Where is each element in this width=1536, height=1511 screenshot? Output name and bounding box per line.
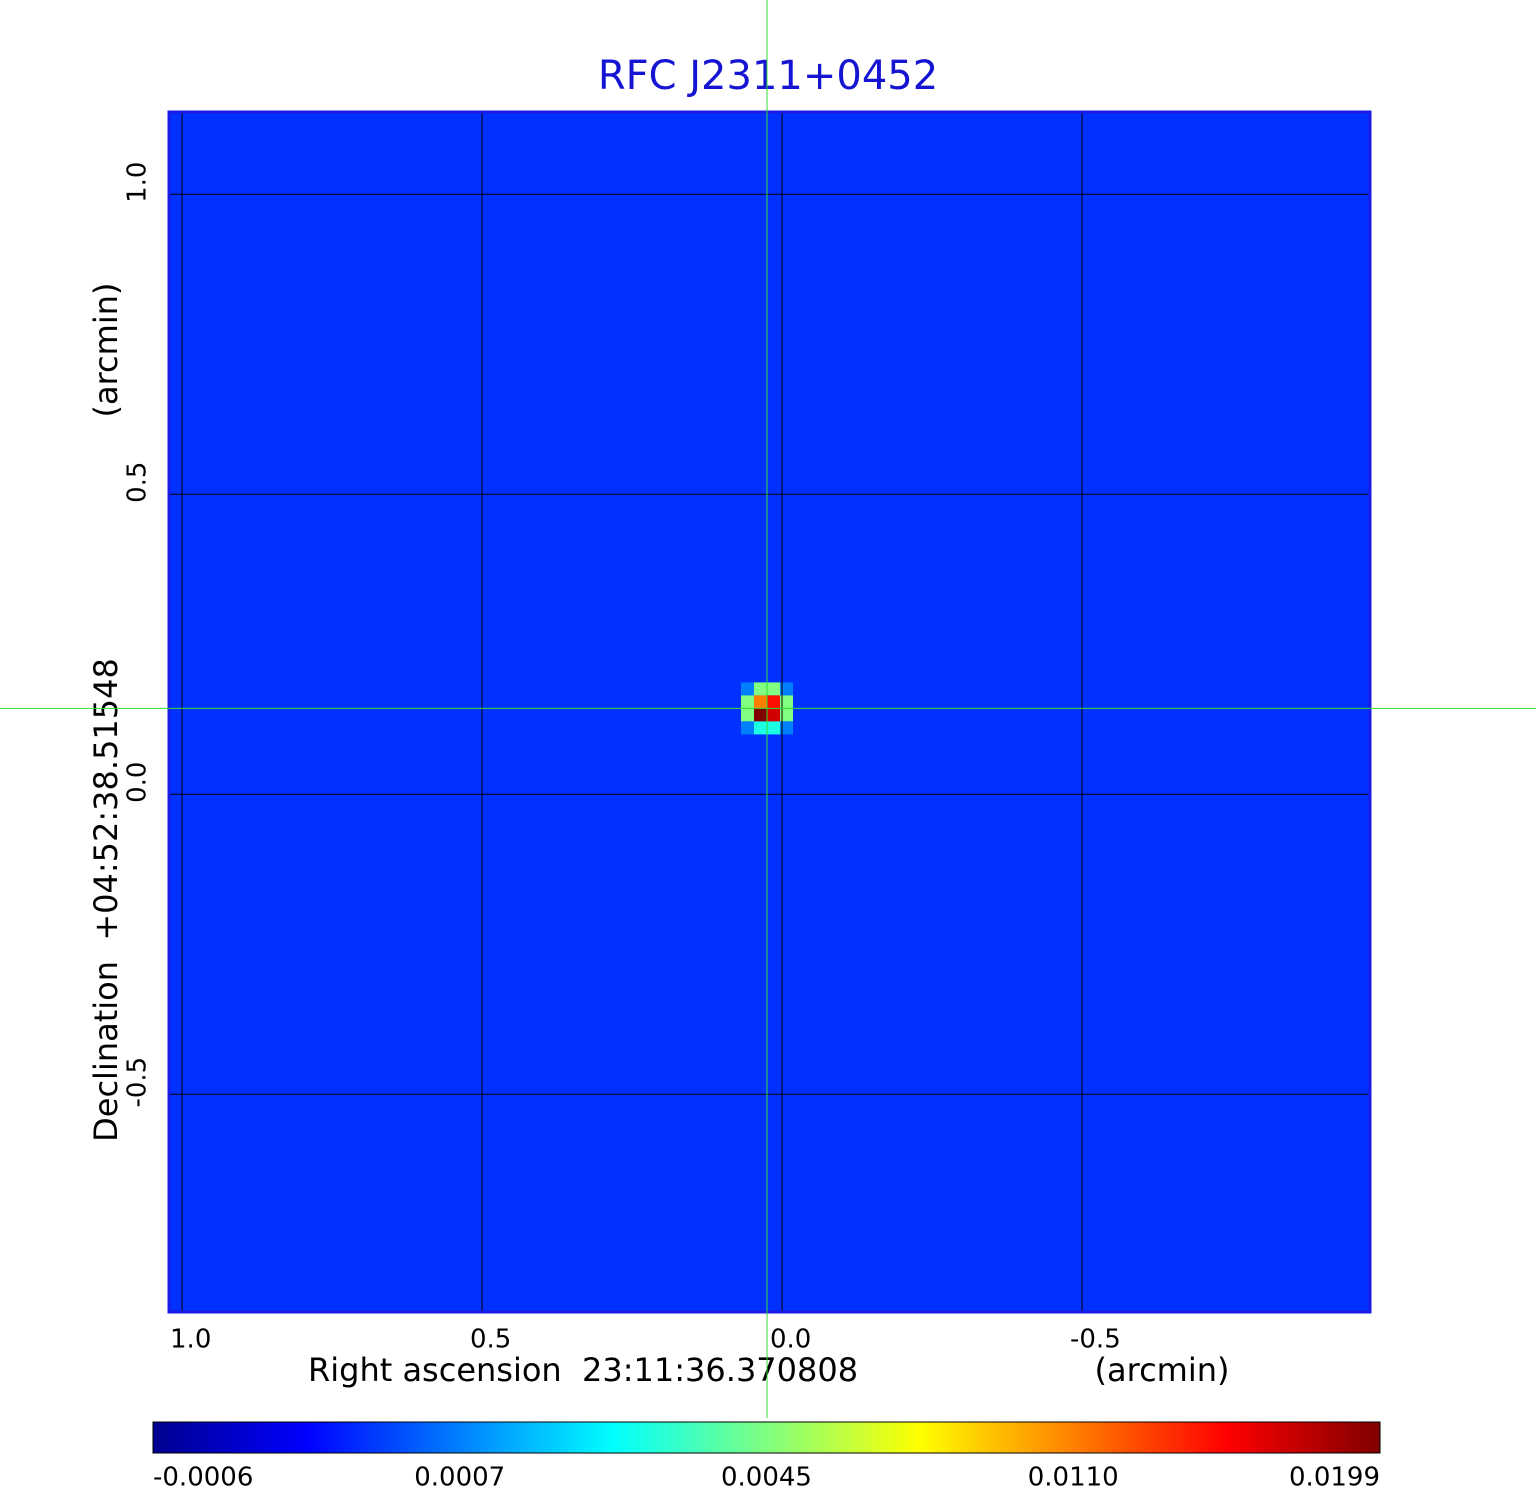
source-pixel [767, 721, 781, 735]
source-pixel [741, 708, 755, 722]
x-axis-unit: (arcmin) [1095, 1351, 1230, 1389]
y-axis-label: Declination +04:52:38.51548 [87, 658, 125, 1142]
source-pixel [780, 682, 794, 696]
source-pixel [754, 708, 768, 722]
colorbar-tick-label: 0.0110 [1028, 1463, 1119, 1493]
colorbar-tick-label: 0.0045 [721, 1463, 812, 1493]
colorbar [152, 1421, 1381, 1454]
x-tick-label: 0.0 [770, 1325, 811, 1355]
source-pixel [741, 695, 755, 709]
source-pixel [754, 721, 768, 735]
y-tick-label: 0.0 [123, 762, 153, 803]
source-pixel [780, 721, 794, 735]
source-pixel [741, 721, 755, 735]
y-tick-label: 0.5 [123, 462, 153, 503]
image [169, 112, 1370, 1312]
source-pixel [767, 682, 781, 696]
source-pixel [780, 708, 794, 722]
colorbar-tick-label: 0.0199 [1289, 1463, 1380, 1493]
source-pixel [780, 695, 794, 709]
source-pixel [767, 695, 781, 709]
source-pixel [754, 682, 768, 696]
y-axis-unit: (arcmin) [87, 283, 125, 418]
x-tick-label: 0.5 [470, 1325, 511, 1355]
y-tick-label: 1.0 [123, 162, 153, 203]
y-tick-label: -0.5 [123, 1057, 153, 1108]
image-frame [167, 110, 1372, 1314]
colorbar-tick-label: 0.0007 [414, 1463, 505, 1493]
source-pixel [741, 682, 755, 696]
x-axis-label: Right ascension 23:11:36.370808 [308, 1351, 858, 1389]
x-tick-label: -0.5 [1070, 1325, 1121, 1355]
chart-title: RFC J2311+0452 [598, 53, 938, 99]
colorbar-tick-label: -0.0006 [153, 1463, 253, 1493]
x-tick-label: 1.0 [170, 1325, 211, 1355]
source-pixel [767, 708, 781, 722]
source-pixel [754, 695, 768, 709]
